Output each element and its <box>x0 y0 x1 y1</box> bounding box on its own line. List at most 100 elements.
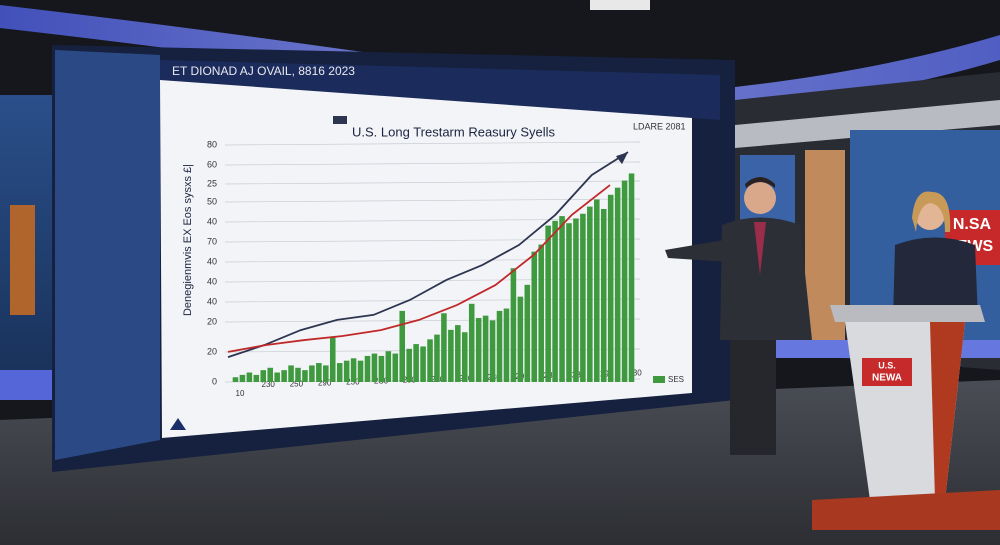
podium-top <box>830 305 985 322</box>
anchor-tie <box>754 222 766 275</box>
bar <box>517 296 524 382</box>
podium-logo-text: NEWA <box>872 373 902 384</box>
plot: 80602550407040404020200102302502902502S0… <box>207 139 642 398</box>
chart-corner: LDARE 2081 <box>633 121 686 131</box>
bar <box>316 363 322 382</box>
bar <box>573 218 579 382</box>
x-tick-label: 290 <box>600 369 614 378</box>
bar <box>587 206 593 382</box>
x-tick-label: 230 <box>628 369 642 378</box>
bar <box>489 320 496 382</box>
bar <box>323 365 329 382</box>
y-tick-label: 25 <box>207 178 217 188</box>
y-tick-label: 80 <box>207 139 217 149</box>
y-axis-label: Denegienmvis EX Eos sysxs £| <box>182 164 194 316</box>
bar <box>524 284 531 382</box>
bar <box>350 358 357 382</box>
bar <box>607 194 614 382</box>
bar <box>475 318 482 382</box>
anchorwoman-hair <box>912 191 951 232</box>
bar <box>302 370 308 382</box>
bar <box>503 308 510 382</box>
y-tick-label: 40 <box>207 296 217 306</box>
bar <box>385 351 392 382</box>
bar <box>295 367 301 382</box>
bar <box>510 268 517 382</box>
bar <box>357 360 364 382</box>
title-icon <box>333 116 347 124</box>
y-tick-label: 70 <box>207 236 217 246</box>
logo-mark <box>170 418 186 430</box>
bar <box>552 220 558 382</box>
bar <box>580 213 586 382</box>
bar <box>559 216 565 382</box>
x-tick-label: 230 <box>572 370 586 379</box>
grid-line <box>224 198 641 203</box>
y-tick-label: 40 <box>207 216 217 226</box>
bar <box>594 199 600 382</box>
bar <box>420 346 426 382</box>
bar <box>260 370 267 382</box>
y-tick-label: 40 <box>207 256 217 266</box>
bar <box>441 313 447 382</box>
bar <box>232 377 239 382</box>
y-tick-label: 40 <box>207 276 217 286</box>
right-wall-band <box>735 100 1000 148</box>
bar <box>239 374 246 382</box>
grid-line <box>224 218 641 223</box>
anchor-legs <box>730 335 776 455</box>
legend-label: SES <box>668 375 684 384</box>
bar <box>448 329 454 382</box>
grid-line <box>224 141 641 146</box>
grid-line <box>224 180 641 185</box>
x-tick-label: 250 <box>290 379 304 388</box>
bar <box>538 244 544 382</box>
bar <box>274 372 280 382</box>
podium-side <box>930 322 965 500</box>
anchor-jacket <box>720 217 812 340</box>
bar <box>267 367 273 382</box>
screen-header-bar <box>160 60 720 120</box>
grid-line <box>224 161 641 166</box>
y-tick-label: 60 <box>207 159 217 169</box>
bar <box>531 251 538 382</box>
podium-logo-text: U.S. <box>878 360 896 370</box>
legend-swatch <box>653 376 665 383</box>
anchor-hair <box>745 177 775 188</box>
bar <box>545 225 551 382</box>
y-tick-label: 0 <box>212 376 217 386</box>
bar <box>399 310 406 382</box>
series-line <box>227 184 611 353</box>
y-tick-label: 20 <box>207 346 217 356</box>
x-tick-label: 290 <box>318 378 332 387</box>
bar <box>253 374 260 382</box>
podium-logo <box>862 358 912 386</box>
wall-building <box>10 205 35 315</box>
bar <box>246 372 253 382</box>
bar <box>406 348 412 382</box>
podium-base <box>812 490 1000 530</box>
x-tick-label: 230 <box>262 380 276 389</box>
anchor-arm <box>665 240 730 262</box>
bar <box>628 173 635 382</box>
series-line <box>227 151 629 358</box>
bar <box>621 180 628 382</box>
bar <box>288 365 294 382</box>
x-tick-label: 10 <box>236 389 245 398</box>
bar <box>434 334 440 382</box>
chart-panel <box>160 80 692 438</box>
bar <box>329 336 336 382</box>
arrow-head <box>616 152 628 165</box>
bar <box>309 365 315 382</box>
bar <box>281 370 287 382</box>
anchor-head <box>744 182 776 214</box>
bar <box>600 208 607 382</box>
bar <box>392 353 399 382</box>
bar <box>413 344 419 382</box>
bar <box>343 360 350 382</box>
bar <box>336 363 343 382</box>
news-logo-text: N.SA <box>953 216 992 233</box>
bar <box>566 223 572 382</box>
bar <box>364 355 371 382</box>
ceiling-lamp <box>590 0 650 10</box>
